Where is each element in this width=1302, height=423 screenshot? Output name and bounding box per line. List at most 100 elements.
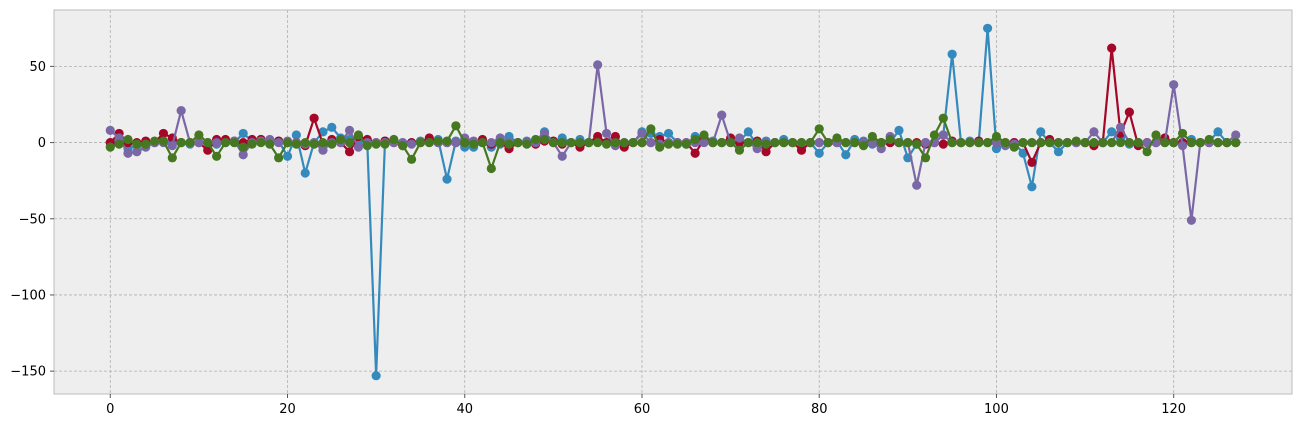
data-point bbox=[841, 137, 851, 148]
x-tick-label: 20 bbox=[279, 402, 296, 417]
data-point bbox=[105, 142, 115, 152]
data-point bbox=[734, 145, 745, 155]
data-point bbox=[1107, 127, 1117, 137]
data-point bbox=[353, 130, 363, 140]
data-point bbox=[1133, 137, 1143, 148]
data-point bbox=[1177, 141, 1188, 151]
data-point bbox=[566, 137, 576, 148]
data-point bbox=[663, 139, 674, 149]
data-point bbox=[229, 137, 239, 148]
data-point bbox=[247, 139, 257, 149]
data-point bbox=[814, 148, 824, 158]
data-point bbox=[796, 145, 807, 155]
data-point bbox=[672, 139, 683, 149]
data-point bbox=[212, 137, 222, 148]
data-point bbox=[708, 137, 718, 148]
data-point bbox=[912, 180, 922, 190]
data-point bbox=[176, 105, 186, 116]
data-point bbox=[823, 137, 833, 148]
data-point bbox=[1062, 137, 1072, 148]
y-tick-label: 0 bbox=[38, 136, 46, 151]
data-point bbox=[858, 141, 869, 151]
data-point bbox=[734, 133, 745, 143]
data-point bbox=[424, 137, 434, 148]
data-point bbox=[601, 139, 612, 149]
data-point bbox=[1169, 80, 1179, 90]
data-point bbox=[717, 137, 727, 148]
data-point bbox=[743, 127, 753, 137]
data-point bbox=[176, 137, 186, 148]
data-point bbox=[1080, 137, 1090, 148]
data-point bbox=[814, 124, 824, 134]
data-point bbox=[309, 139, 319, 149]
data-point bbox=[185, 137, 195, 148]
data-point bbox=[336, 134, 346, 145]
x-tick-label: 60 bbox=[634, 402, 651, 417]
data-point bbox=[655, 142, 665, 152]
data-point bbox=[504, 139, 514, 149]
data-point bbox=[1177, 128, 1188, 139]
data-point bbox=[947, 49, 957, 59]
data-point bbox=[1231, 130, 1241, 140]
data-point bbox=[956, 137, 966, 148]
data-point bbox=[194, 137, 204, 148]
data-point bbox=[974, 137, 984, 148]
data-point bbox=[158, 136, 169, 146]
data-point bbox=[380, 139, 390, 149]
data-point bbox=[593, 60, 603, 70]
data-point bbox=[876, 137, 886, 148]
data-point bbox=[761, 147, 771, 157]
data-point bbox=[398, 141, 408, 151]
data-point bbox=[575, 137, 585, 148]
data-point bbox=[212, 151, 222, 161]
data-point bbox=[770, 137, 780, 148]
data-point bbox=[1115, 122, 1126, 132]
data-point bbox=[141, 139, 151, 149]
data-point bbox=[513, 137, 523, 148]
data-point bbox=[291, 139, 301, 149]
data-point bbox=[628, 137, 638, 148]
data-point bbox=[699, 130, 709, 140]
data-point bbox=[867, 131, 877, 142]
data-point bbox=[1186, 137, 1197, 148]
data-point bbox=[238, 150, 248, 160]
data-point bbox=[451, 121, 461, 131]
grid bbox=[54, 10, 1292, 394]
data-point bbox=[593, 137, 603, 148]
data-point bbox=[681, 139, 691, 149]
data-point bbox=[1160, 137, 1170, 148]
data-point bbox=[194, 130, 204, 140]
data-point bbox=[1169, 137, 1179, 148]
data-point bbox=[938, 113, 948, 123]
data-point bbox=[903, 137, 913, 148]
data-point bbox=[841, 150, 851, 160]
data-point bbox=[123, 148, 133, 158]
data-point bbox=[1142, 147, 1152, 157]
data-point bbox=[477, 137, 488, 148]
data-point bbox=[717, 110, 727, 120]
data-point bbox=[601, 128, 612, 139]
data-point bbox=[318, 137, 328, 148]
data-point bbox=[1089, 127, 1099, 137]
data-point bbox=[832, 133, 842, 143]
data-point bbox=[495, 137, 505, 148]
y-tick-label: 50 bbox=[29, 60, 46, 75]
data-point bbox=[522, 139, 532, 149]
x-tick-label: 80 bbox=[811, 402, 828, 417]
data-point bbox=[761, 139, 771, 149]
data-point bbox=[557, 151, 567, 161]
data-point bbox=[539, 134, 550, 145]
data-point bbox=[663, 128, 674, 139]
data-point bbox=[220, 137, 231, 148]
data-point bbox=[469, 139, 479, 149]
data-point bbox=[947, 137, 957, 148]
data-point bbox=[894, 137, 904, 148]
data-point bbox=[1036, 127, 1046, 137]
data-point bbox=[584, 137, 594, 148]
data-point bbox=[912, 139, 922, 149]
data-point bbox=[300, 137, 310, 148]
data-point bbox=[167, 153, 177, 163]
data-point bbox=[1036, 137, 1046, 148]
data-point bbox=[486, 137, 496, 148]
data-point bbox=[362, 141, 372, 151]
